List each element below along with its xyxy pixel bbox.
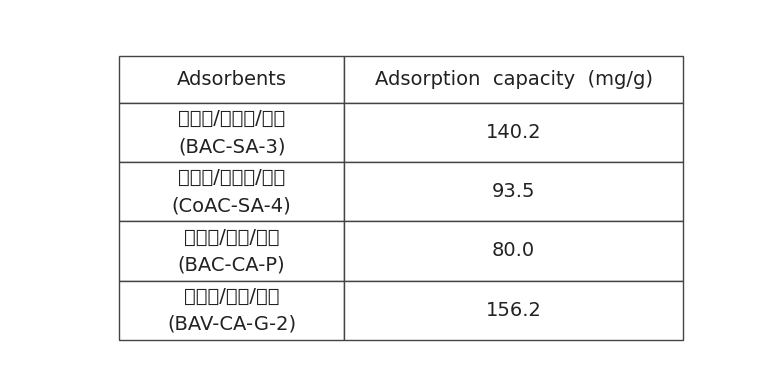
Text: 80.0: 80.0	[492, 241, 535, 260]
Text: 93.5: 93.5	[492, 182, 535, 201]
Bar	[119, 56, 344, 103]
Bar	[344, 221, 683, 281]
Bar	[119, 281, 344, 340]
Bar	[344, 103, 683, 162]
Text: 140.2: 140.2	[486, 123, 541, 142]
Bar	[119, 162, 344, 221]
Text: 대나무/수증기/과립
(BAC-SA-3): 대나무/수증기/과립 (BAC-SA-3)	[178, 109, 285, 156]
Text: 156.2: 156.2	[486, 301, 541, 320]
Text: Adsorbents: Adsorbents	[177, 70, 287, 89]
Text: Adsorption  capacity  (mg/g): Adsorption capacity (mg/g)	[375, 70, 652, 89]
Text: 대나무/화학/분말
(BAC-CA-P): 대나무/화학/분말 (BAC-CA-P)	[178, 227, 285, 274]
Text: 야자각/수증기/과립
(CoAC-SA-4): 야자각/수증기/과립 (CoAC-SA-4)	[172, 168, 292, 215]
Bar	[119, 103, 344, 162]
Bar	[344, 281, 683, 340]
Bar	[344, 162, 683, 221]
Bar	[344, 56, 683, 103]
Bar	[119, 221, 344, 281]
Text: 대나무/화학/분말
(BAV-CA-G-2): 대나무/화학/분말 (BAV-CA-G-2)	[167, 287, 296, 334]
